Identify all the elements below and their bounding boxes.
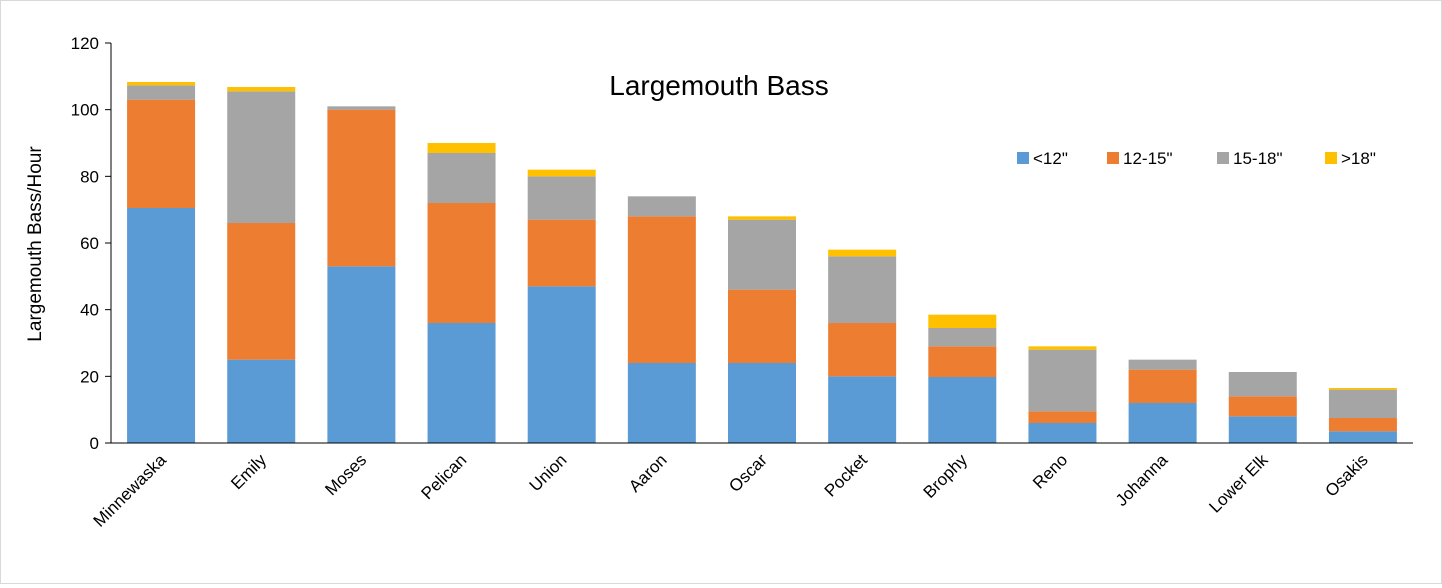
bar-segment-pocket-series-4 (828, 249, 897, 257)
bar-segment-brophy-series-4 (928, 314, 997, 328)
bar-segment-oscar-series-3 (728, 219, 796, 290)
x-tick-label: Johanna (1112, 450, 1172, 510)
bar-segment-aaron-series-3 (627, 196, 696, 217)
bar-segment-oscar-series-2 (728, 289, 796, 363)
bar-segment-lower-elk-series-3 (1228, 372, 1297, 397)
legend-label-series-3: 15-18" (1233, 149, 1283, 168)
y-tick-label: 80 (80, 167, 99, 186)
bar-segment-emily-series-3 (227, 91, 296, 223)
legend-swatch-series-3 (1217, 152, 1229, 164)
y-tick-label: 60 (80, 234, 99, 253)
bar-segment-aaron-series-2 (627, 216, 696, 363)
bar-segment-oscar-series-4 (728, 216, 796, 220)
x-tick-label: Union (526, 450, 571, 495)
legend-label-series-1: <12" (1033, 149, 1068, 168)
chart-title: Largemouth Bass (609, 70, 828, 101)
bar-segment-minnewaska-series-1 (127, 208, 196, 443)
bar-segment-lower-elk-series-1 (1228, 416, 1297, 443)
bar-segment-osakis-series-2 (1328, 418, 1397, 432)
bar-segment-brophy-series-2 (928, 346, 997, 377)
bar-segment-brophy-series-1 (928, 377, 997, 443)
x-tick-label: Lower Elk (1205, 450, 1272, 517)
legend-swatch-series-1 (1017, 152, 1029, 164)
plot-area: 0 20 40 60 80 100 120 Minnewaska Emily Moses Pelic… (71, 34, 1413, 531)
bar-segment-pelican-series-1 (427, 323, 496, 443)
y-tick-label: 100 (71, 101, 99, 120)
bar-segment-minnewaska-series-3 (127, 85, 196, 100)
bar-segment-osakis-series-4 (1328, 388, 1397, 390)
x-tick-label: Brophy (920, 450, 972, 502)
bar-segment-brophy-series-3 (928, 328, 997, 347)
bar-segment-union-series-2 (527, 219, 596, 287)
x-tick-label: Pocket (821, 450, 871, 500)
x-tick-label: Oscar (725, 450, 771, 496)
bar-segment-moses-series-1 (327, 266, 396, 443)
bar-segment-emily-series-1 (227, 359, 296, 443)
bar-segment-reno-series-2 (1028, 411, 1097, 423)
bar-segment-reno-series-1 (1028, 423, 1097, 443)
bar-segment-pocket-series-1 (828, 376, 897, 443)
bar-segment-pelican-series-4 (427, 143, 496, 153)
y-tick-label: 0 (90, 434, 99, 453)
legend-swatch-series-4 (1325, 152, 1337, 164)
x-tick-label: Pelican (417, 450, 470, 503)
legend-label-series-2: 12-15" (1123, 149, 1173, 168)
bar-segment-reno-series-4 (1028, 346, 1097, 350)
y-tick-label: 40 (80, 301, 99, 320)
bar-segment-reno-series-3 (1028, 349, 1097, 412)
bar-segment-pocket-series-2 (828, 323, 897, 377)
bar-segment-johanna-series-3 (1128, 359, 1197, 370)
bar-segment-minnewaska-series-4 (127, 82, 196, 86)
bar-segment-osakis-series-3 (1328, 389, 1397, 418)
x-tick-label: Osakis (1322, 450, 1372, 500)
y-tick-label: 120 (71, 34, 99, 53)
bar-segment-union-series-3 (527, 176, 596, 220)
bar-segment-oscar-series-1 (728, 363, 796, 443)
x-tick-label: Minnewaska (90, 450, 171, 531)
bar-segment-osakis-series-1 (1328, 431, 1397, 443)
bar-segment-pelican-series-3 (427, 153, 496, 203)
y-tick-label: 20 (80, 367, 99, 386)
legend-label-series-4: >18" (1341, 149, 1376, 168)
bar-segment-lower-elk-series-2 (1228, 396, 1297, 417)
bar-segment-union-series-1 (527, 286, 596, 443)
bar-segment-moses-series-3 (327, 106, 396, 110)
bar-segment-union-series-4 (527, 169, 596, 177)
legend-swatch-series-2 (1107, 152, 1119, 164)
legend: <12" 12-15" 15-18" >18" (1017, 149, 1376, 168)
y-axis-label: Largemouth Bass/Hour (25, 146, 46, 342)
bar-segment-minnewaska-series-2 (127, 99, 196, 208)
bar-segment-emily-series-4 (227, 87, 296, 92)
x-tick-label: Aaron (625, 450, 671, 496)
bar-segment-pelican-series-2 (427, 203, 496, 323)
x-tick-label: Reno (1029, 450, 1071, 492)
x-tick-label: Moses (321, 450, 370, 499)
bar-segment-johanna-series-1 (1128, 403, 1197, 443)
bar-segment-johanna-series-2 (1128, 369, 1197, 403)
bar-segment-aaron-series-1 (627, 363, 696, 443)
bar-segment-pocket-series-3 (828, 256, 897, 323)
x-tick-label: Emily (227, 450, 270, 493)
bar-segment-emily-series-2 (227, 223, 296, 360)
bar-segment-moses-series-2 (327, 109, 396, 267)
